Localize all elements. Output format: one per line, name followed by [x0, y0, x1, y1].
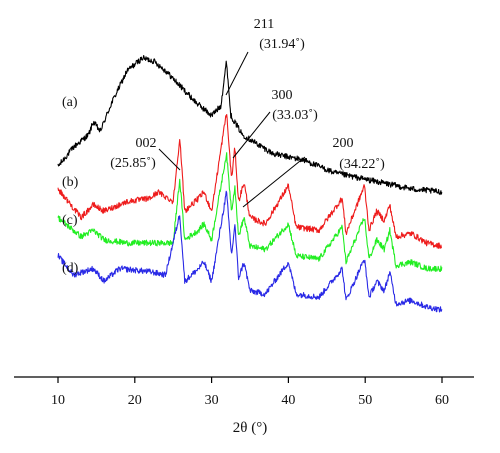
- annotation-200-index: 200: [333, 136, 354, 151]
- leader-line-002: [158, 148, 181, 171]
- series-label-a: (a): [62, 95, 78, 110]
- annotation-300-angle: (33.03˚): [272, 108, 318, 123]
- x-tick-label-20: 20: [128, 393, 142, 408]
- annotation-211-index: 211: [254, 17, 274, 32]
- series-line-a: [57, 54, 443, 196]
- series-layer: [57, 54, 443, 313]
- series-line-b: [57, 113, 442, 249]
- annotation-211-angle: (31.94˚): [259, 37, 305, 52]
- series-label-d: (d): [62, 261, 79, 276]
- annotation-300-index: 300: [272, 88, 293, 103]
- annotation-200-angle: (34.22˚): [339, 157, 385, 172]
- x-tick-label-10: 10: [51, 393, 65, 408]
- series-line-c: [57, 152, 443, 272]
- series-label-b: (b): [62, 175, 79, 190]
- leader-line-200: [242, 156, 306, 208]
- series-line-d: [57, 190, 443, 313]
- x-tick-label-60: 60: [435, 393, 449, 408]
- leader-line-211: [225, 51, 249, 96]
- x-tick-label-50: 50: [358, 393, 372, 408]
- annotation-002-angle: (25.85˚): [110, 156, 156, 171]
- x-axis-title: 2θ (°): [233, 420, 267, 436]
- x-tick-label-40: 40: [281, 393, 295, 408]
- series-label-c: (c): [62, 213, 78, 228]
- annotation-002-index: 002: [136, 136, 157, 151]
- leader-line-300: [232, 111, 271, 159]
- x-tick-label-30: 30: [205, 393, 219, 408]
- x-axis-ticks: 10 20 30 40 50 60: [51, 377, 449, 408]
